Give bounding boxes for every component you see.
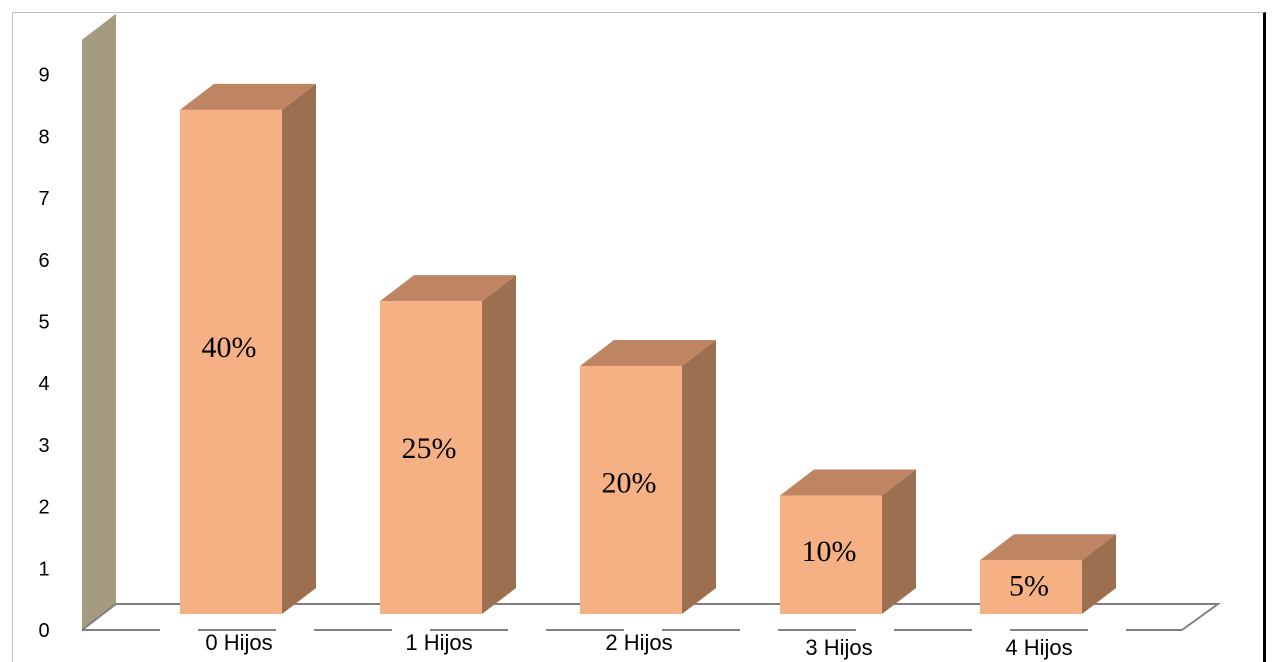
y-tick-label: 4 (38, 373, 49, 395)
bar-front-face (980, 560, 1082, 614)
bar: 25% (380, 275, 516, 614)
y-tick-label: 1 (38, 558, 49, 580)
bar-side-face (1082, 534, 1116, 614)
y-tick-label: 0 (38, 620, 49, 642)
bar-top-face (780, 469, 916, 496)
data-label: 5% (1009, 570, 1049, 603)
bar: 40% (180, 83, 316, 614)
x-tick-label: 4 Hijos (1005, 635, 1072, 660)
x-tick-label: 0 Hijos (205, 630, 272, 655)
bar-side-face (282, 83, 316, 614)
x-tick-label: 1 Hijos (405, 630, 472, 655)
y-tick-label: 6 (38, 250, 49, 272)
chart-frame (12, 12, 1266, 662)
y-tick-label: 9 (38, 65, 49, 87)
y-axis-ticks: 0 1 2 3 4 5 6 7 8 9 (38, 65, 49, 642)
bar: 10% (780, 469, 916, 614)
bar-side-face (482, 275, 516, 614)
bar-top-face (580, 339, 716, 366)
y-tick-label: 5 (38, 312, 49, 334)
y-tick-label: 8 (38, 126, 49, 148)
bars: 40% 25% 20% 10% 5% (180, 83, 1116, 614)
back-wall (82, 13, 116, 630)
bar-top-face (380, 275, 516, 302)
y-tick-label: 2 (38, 497, 49, 519)
bar-top-face (980, 534, 1116, 561)
bar-front-face (180, 109, 282, 614)
bar-side-face (882, 469, 916, 614)
bar: 20% (580, 339, 716, 614)
bar-top-face (180, 83, 316, 110)
bar-front-face (780, 495, 882, 614)
bar: 5% (980, 534, 1116, 614)
x-tick-label: 2 Hijos (605, 630, 672, 655)
x-tick-label: 3 Hijos (805, 635, 872, 660)
bar-front-face (580, 365, 682, 614)
x-axis-labels: 0 Hijos 1 Hijos 2 Hijos 3 Hijos 4 Hijos (205, 630, 1072, 660)
bar-front-face (380, 301, 482, 614)
data-label: 10% (802, 535, 857, 568)
data-label: 25% (402, 432, 457, 465)
bar-side-face (682, 339, 716, 614)
data-label: 20% (602, 467, 657, 500)
data-label: 40% (202, 331, 257, 364)
y-tick-label: 3 (38, 435, 49, 457)
y-tick-label: 7 (38, 188, 49, 210)
